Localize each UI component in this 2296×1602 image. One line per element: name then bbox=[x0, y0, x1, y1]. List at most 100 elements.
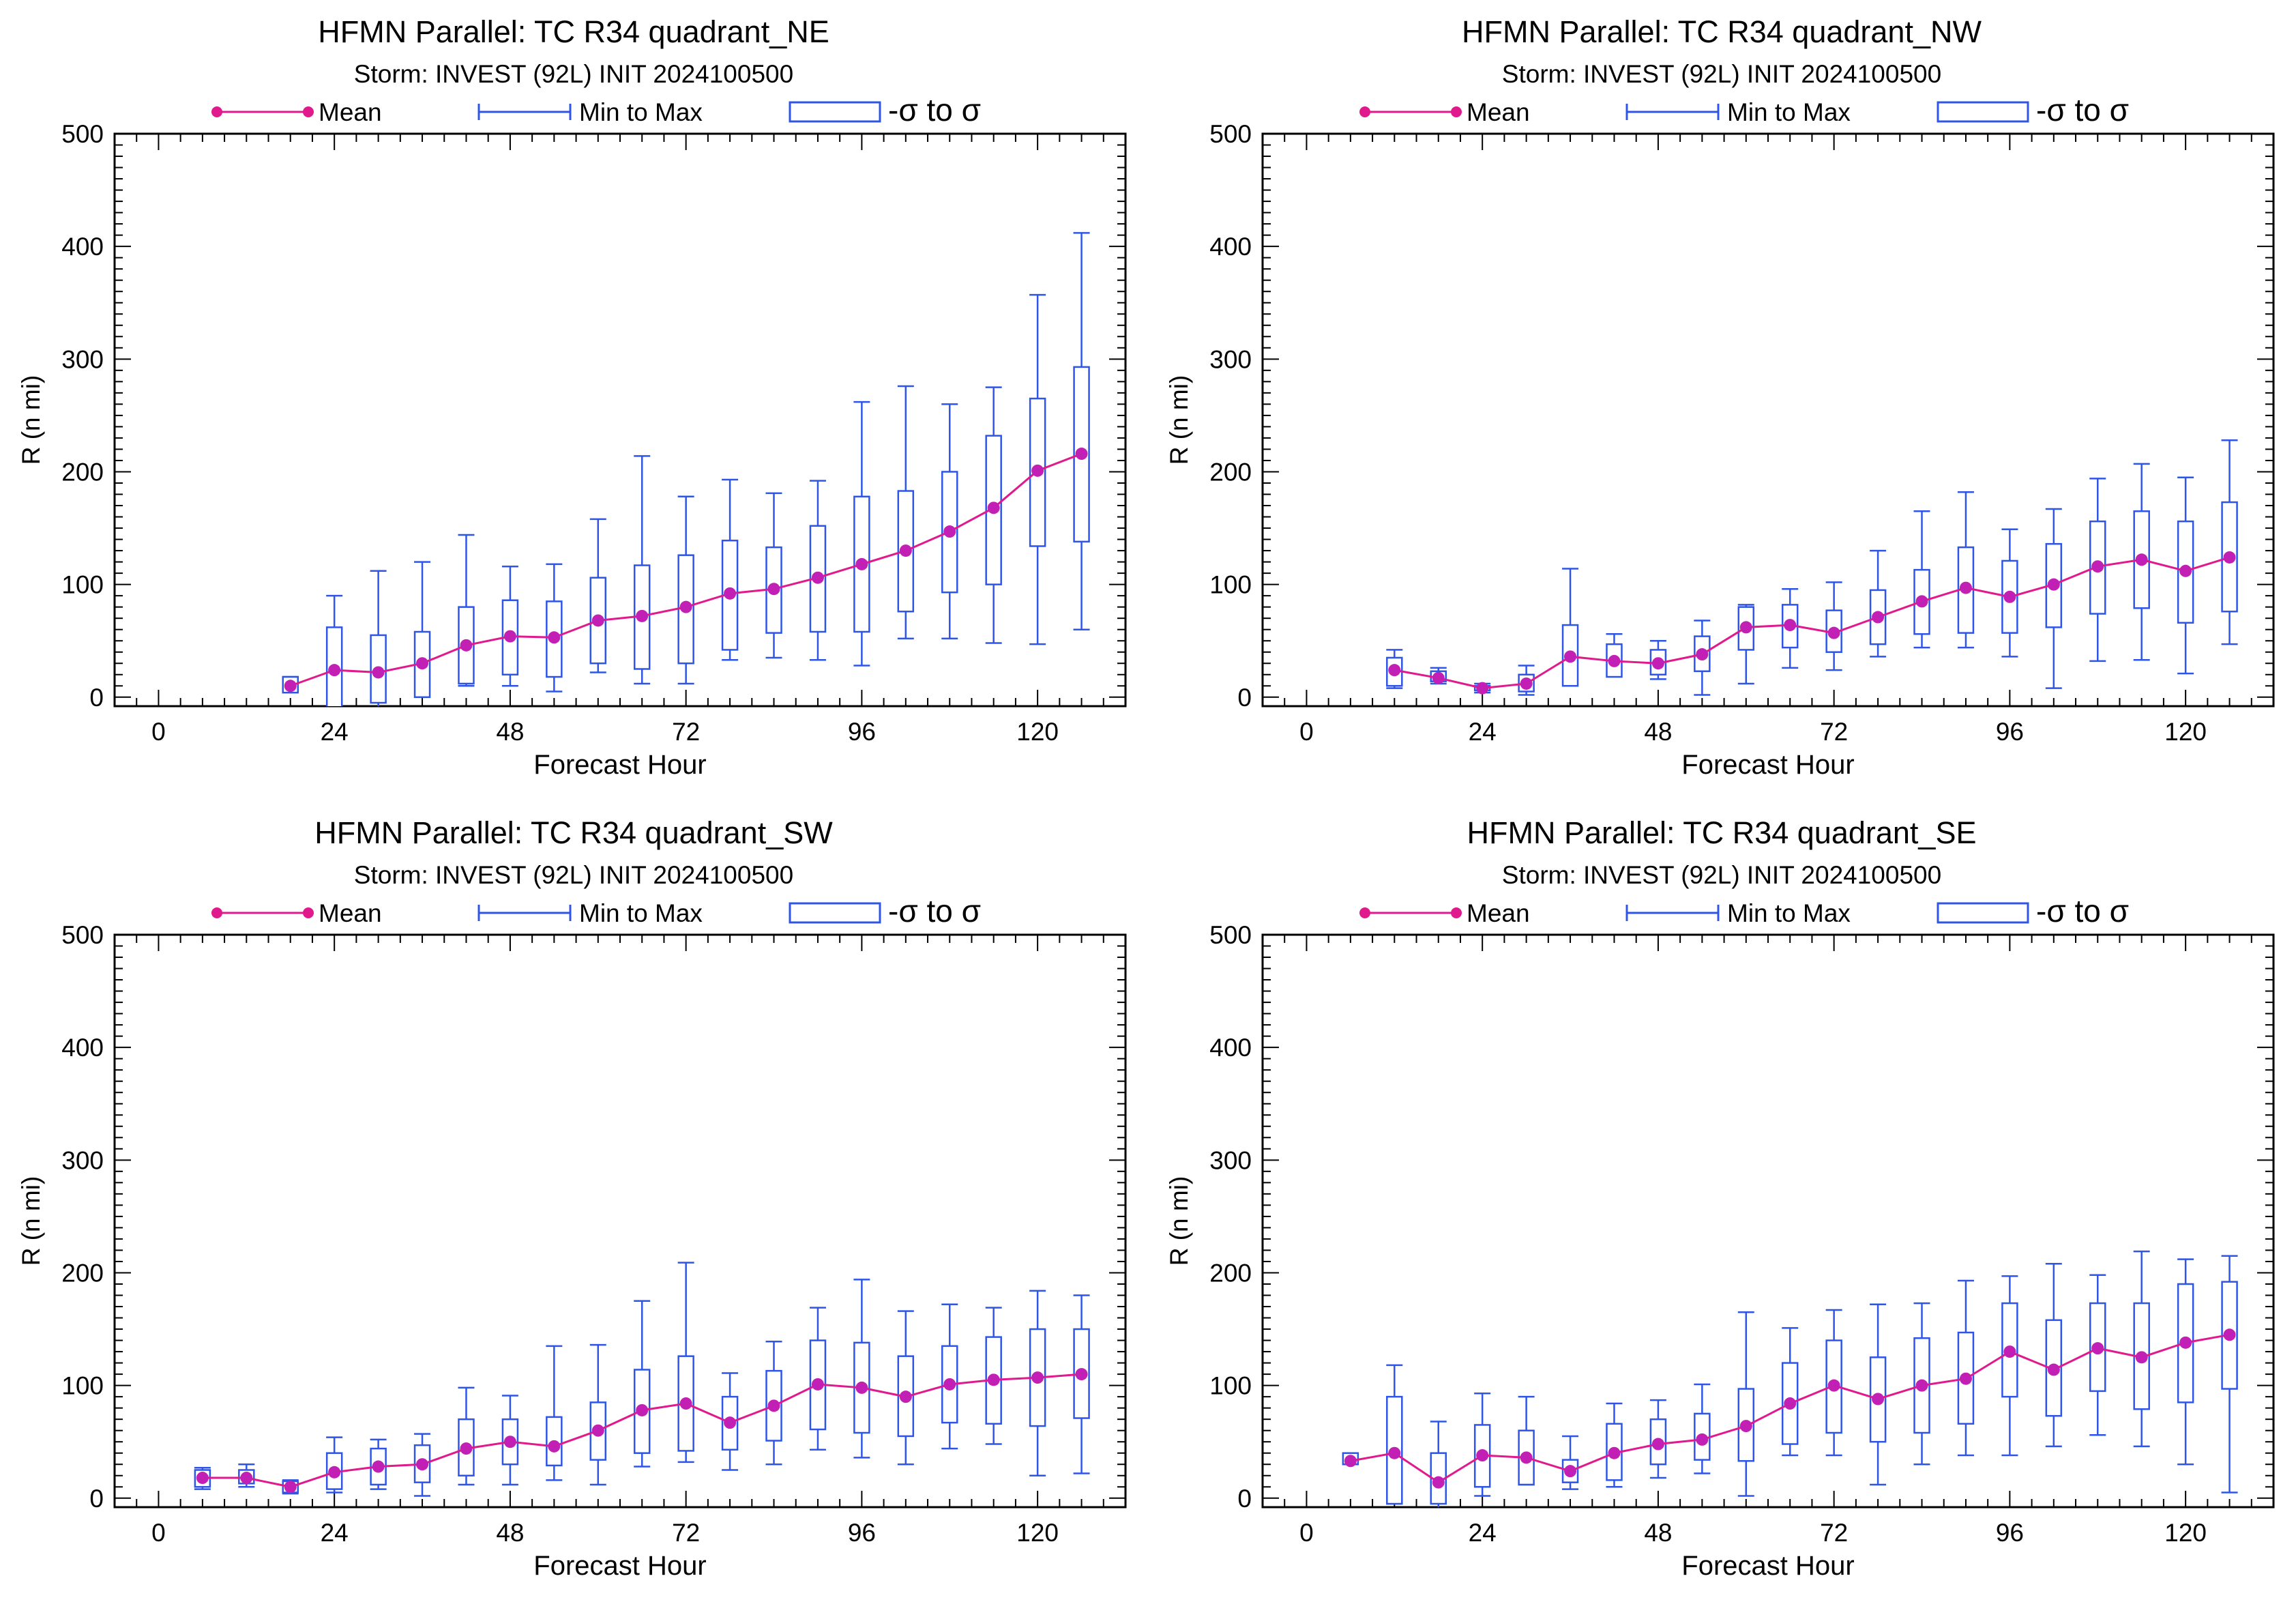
mean-point bbox=[899, 544, 912, 557]
box-whisker-72 bbox=[677, 1262, 694, 1463]
box-whisker-66 bbox=[633, 1300, 651, 1468]
x-axis-label: Forecast Hour bbox=[533, 1551, 706, 1581]
box-whisker-108 bbox=[941, 403, 958, 640]
mean-point bbox=[1784, 1397, 1797, 1410]
box-whisker-126 bbox=[1073, 232, 1090, 630]
y-tick-label: 200 bbox=[1209, 458, 1252, 486]
mean-point bbox=[636, 609, 649, 622]
mean-point bbox=[328, 664, 341, 677]
mean-point bbox=[636, 1403, 649, 1416]
mean-point bbox=[811, 571, 824, 584]
x-tick-label: 96 bbox=[1996, 718, 2024, 746]
x-axis-label: Forecast Hour bbox=[533, 750, 706, 780]
mean-point bbox=[1827, 626, 1840, 639]
mean-point bbox=[591, 614, 604, 627]
legend-sigma-box bbox=[1937, 902, 2029, 924]
mean-point bbox=[2091, 1342, 2104, 1355]
legend: Mean Min to Max -σ to σ bbox=[1359, 92, 2129, 128]
x-tick-label: 96 bbox=[848, 1519, 876, 1547]
chart-panel-se: HFMN Parallel: TC R34 quadrant_SE Storm: … bbox=[1148, 801, 2296, 1602]
box-whisker-126 bbox=[2221, 1255, 2238, 1494]
box-whisker-18 bbox=[1430, 1421, 1447, 1507]
legend-mean-marker bbox=[211, 907, 222, 918]
mean-point bbox=[2223, 1328, 2236, 1341]
x-tick-label: 24 bbox=[321, 1519, 349, 1547]
mean-line bbox=[1394, 556, 2231, 690]
box-whisker-96 bbox=[853, 400, 870, 667]
x-axis: 0 24 48 72 96 120 bbox=[114, 935, 1126, 1547]
chart-title: HFMN Parallel: TC R34 quadrant_NE bbox=[318, 14, 829, 49]
mean-point bbox=[284, 1481, 297, 1494]
box-whisker-78 bbox=[721, 478, 739, 661]
y-tick-label: 500 bbox=[61, 921, 104, 949]
box-whisker-84 bbox=[1913, 510, 1930, 649]
mean-point bbox=[855, 557, 868, 570]
legend-sigma-box bbox=[789, 902, 881, 924]
x-tick-label: 24 bbox=[1469, 718, 1497, 746]
x-axis-label: Forecast Hour bbox=[1681, 750, 1854, 780]
mean-point bbox=[284, 680, 297, 693]
mean-point bbox=[1651, 657, 1664, 670]
mean-point bbox=[2047, 578, 2060, 591]
mean-point bbox=[987, 501, 1000, 514]
chart-panel-nw: HFMN Parallel: TC R34 quadrant_NW Storm: … bbox=[1148, 0, 2296, 801]
legend-range-label: Min to Max bbox=[579, 98, 703, 126]
mean-point bbox=[503, 630, 516, 643]
mean-point bbox=[416, 657, 429, 670]
legend-sigma-label: -σ to σ bbox=[888, 92, 981, 128]
box-whisker-48 bbox=[501, 565, 519, 687]
mean-point bbox=[460, 639, 473, 652]
mean-point bbox=[1031, 464, 1044, 477]
mean-point bbox=[1075, 448, 1088, 461]
box-whisker-120 bbox=[2177, 1258, 2194, 1466]
y-tick-label: 400 bbox=[1209, 1034, 1252, 1062]
y-tick-label: 500 bbox=[1209, 120, 1252, 148]
box-whisker-90 bbox=[809, 480, 827, 661]
chart-panel-sw: HFMN Parallel: TC R34 quadrant_SW Storm: … bbox=[0, 801, 1148, 1602]
mean-point bbox=[416, 1458, 429, 1471]
x-tick-label: 96 bbox=[848, 718, 876, 746]
y-tick-label: 400 bbox=[61, 1034, 104, 1062]
mean-point bbox=[1739, 1420, 1752, 1433]
legend-mean-marker bbox=[1451, 907, 1462, 918]
plot-area bbox=[282, 232, 1090, 706]
y-axis-label: R (n mi) bbox=[1165, 1176, 1193, 1266]
box-whisker-102 bbox=[897, 1310, 915, 1466]
box-whisker-60 bbox=[1737, 1311, 1755, 1497]
legend-sigma-label: -σ to σ bbox=[2036, 92, 2129, 128]
mean-point bbox=[328, 1466, 341, 1479]
mean-point bbox=[2047, 1363, 2060, 1376]
mean-point bbox=[1872, 1393, 1885, 1406]
y-axis: 0 100 200 300 400 500 bbox=[61, 120, 1125, 712]
chart-se: HFMN Parallel: TC R34 quadrant_SE Storm: … bbox=[1165, 815, 2275, 1581]
box-whisker-60 bbox=[589, 518, 607, 673]
mean-point bbox=[1476, 682, 1489, 695]
mean-point bbox=[1872, 611, 1885, 624]
mean-point bbox=[1432, 1476, 1445, 1489]
mean-point bbox=[2179, 1336, 2192, 1349]
legend-mean-label: Mean bbox=[319, 98, 382, 126]
x-tick-label: 48 bbox=[1644, 1519, 1672, 1547]
y-tick-label: 0 bbox=[89, 684, 104, 712]
mean-point bbox=[1344, 1455, 1357, 1468]
mean-point bbox=[548, 1440, 561, 1453]
mean-point bbox=[2003, 1345, 2016, 1358]
mean-point bbox=[1388, 1446, 1401, 1459]
mean-point bbox=[1476, 1449, 1489, 1462]
mean-point bbox=[767, 1399, 780, 1412]
mean-point bbox=[1915, 595, 1928, 608]
box-whisker-96 bbox=[853, 1279, 870, 1459]
mean-point bbox=[372, 1460, 385, 1473]
mean-point bbox=[196, 1472, 209, 1485]
x-tick-label: 120 bbox=[2164, 1519, 2207, 1547]
mean-point bbox=[679, 600, 692, 613]
y-axis: 0 100 200 300 400 500 bbox=[1209, 921, 2273, 1513]
mean-point bbox=[899, 1390, 912, 1403]
y-axis-label: R (n mi) bbox=[17, 1176, 45, 1266]
legend-mean-label: Mean bbox=[319, 899, 382, 927]
box-whisker-114 bbox=[2133, 1250, 2150, 1448]
x-axis: 0 24 48 72 96 120 bbox=[114, 134, 1126, 746]
y-tick-label: 100 bbox=[1209, 571, 1252, 599]
chart-sw: HFMN Parallel: TC R34 quadrant_SW Storm: … bbox=[17, 815, 1127, 1581]
mean-point bbox=[1696, 648, 1709, 661]
